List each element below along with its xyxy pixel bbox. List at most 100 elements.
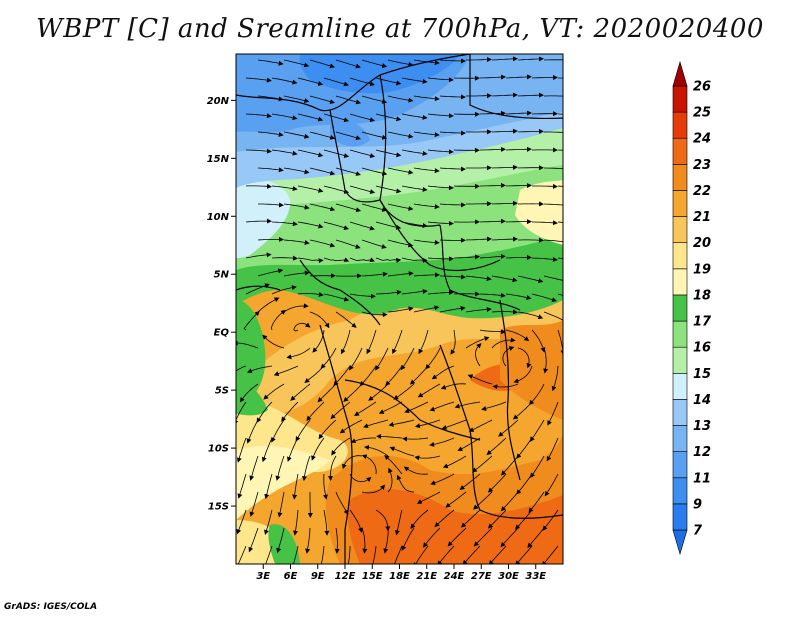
colorbar-segment (672, 85, 688, 113)
streamline (297, 77, 324, 86)
streamline (531, 256, 558, 262)
streamline (429, 401, 455, 412)
country-border (236, 285, 281, 291)
streamline (293, 545, 299, 564)
streamline (450, 329, 456, 355)
streamline (283, 59, 310, 68)
colorbar-label: 16 (693, 341, 711, 356)
wbpt-band (236, 380, 268, 416)
streamline (491, 337, 516, 349)
country-border (344, 379, 481, 441)
streamline (427, 256, 454, 262)
streamline (309, 59, 335, 69)
longitude-axis: 3E 6E 9E 12E 15E 18E 21E 24E 27E 30E 33E (256, 564, 546, 582)
streamline (532, 183, 558, 189)
streamline (283, 239, 310, 245)
streamline (335, 203, 362, 213)
streamline (500, 491, 519, 512)
country-border (469, 54, 563, 119)
country-border (236, 54, 471, 112)
streamline (439, 166, 466, 172)
map-title: WBPT [C] and Sreamline at 700hPa, VT: 20… (36, 14, 764, 44)
colorbar-label: 22 (693, 184, 711, 199)
country-border (329, 109, 381, 203)
colorbar-segment (672, 190, 688, 217)
streamline (505, 74, 532, 80)
colorbar-segment (672, 320, 688, 348)
colorbar-segment (672, 294, 688, 322)
streamline (402, 436, 429, 442)
colorbar-segment (672, 425, 688, 452)
streamline (246, 419, 259, 444)
streamline (359, 365, 377, 387)
streamline (297, 221, 324, 229)
streamline (245, 113, 272, 119)
streamline (502, 346, 515, 367)
wbpt-band (348, 489, 563, 564)
streamline (333, 365, 351, 386)
country-borders (236, 54, 563, 564)
streamline (375, 77, 402, 86)
streamline (309, 239, 336, 248)
streamline (481, 401, 507, 411)
streamline (323, 77, 349, 87)
streamline (297, 185, 324, 193)
lat-tick-label: 20N (207, 96, 230, 107)
colorbar-segment (672, 503, 688, 531)
colorbar-segment (672, 164, 688, 191)
streamline (413, 203, 440, 210)
streamline (387, 467, 393, 493)
streamline (295, 419, 311, 442)
lon-tick-label: 12E (335, 571, 356, 582)
streamline (467, 374, 493, 385)
streamline (375, 257, 402, 263)
streamline (413, 545, 429, 564)
streamline (517, 311, 544, 320)
streamline (306, 401, 325, 421)
latitude-axis: 20N 15N 10N 5N EQ 5S 10S 15S (207, 96, 236, 513)
colorbar-segment (672, 268, 688, 296)
streamline (262, 334, 285, 349)
streamline (427, 220, 454, 226)
streamline (544, 131, 563, 133)
streamline (331, 437, 351, 456)
streamline (401, 288, 428, 295)
streamline (361, 59, 388, 69)
streamline (542, 509, 559, 531)
wbpt-band (515, 180, 563, 245)
streamline (270, 309, 287, 331)
streamline (473, 491, 493, 510)
streamline (500, 527, 519, 548)
streamline (491, 92, 518, 98)
streamline (363, 419, 389, 429)
streamline (529, 419, 545, 442)
streamline (480, 146, 506, 152)
streamline (505, 110, 532, 116)
streamline (439, 94, 466, 100)
streamline (265, 545, 273, 564)
colorbar-label: 14 (693, 393, 711, 408)
streamline (417, 383, 441, 398)
streamline (516, 473, 533, 495)
streamline (273, 365, 299, 376)
streamline (396, 474, 415, 493)
colorbar-segment (672, 399, 688, 426)
streamline (401, 185, 428, 192)
streamline (543, 347, 549, 374)
streamline (335, 131, 362, 141)
streamline (277, 491, 285, 518)
colorbar-label: 9 (693, 497, 702, 512)
colorbar-low-arrow (672, 529, 688, 556)
streamline (505, 146, 532, 152)
streamline (323, 185, 350, 194)
colorbar-label: 18 (693, 288, 711, 303)
lat-tick-label: 15S (208, 502, 229, 513)
streamline (297, 113, 324, 122)
streamline (271, 419, 285, 443)
colorbar-segment (672, 346, 688, 374)
streamline (531, 75, 558, 80)
streamline (243, 310, 260, 331)
streamline (409, 365, 429, 385)
streamline (395, 509, 403, 536)
lon-tick-label: 9E (311, 571, 325, 582)
